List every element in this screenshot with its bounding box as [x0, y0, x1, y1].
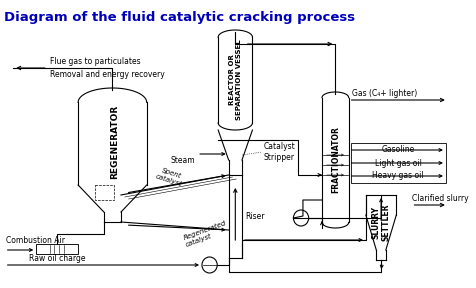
Text: Catalyst
Stripper: Catalyst Stripper — [264, 142, 296, 162]
Text: Regenerated
catalyst: Regenerated catalyst — [182, 220, 229, 248]
Text: Steam: Steam — [171, 156, 195, 165]
Text: SLURRY
SETTLER: SLURRY SETTLER — [371, 204, 391, 241]
Text: Gasoline: Gasoline — [382, 145, 415, 154]
Text: Riser: Riser — [245, 212, 264, 221]
Text: Spent
catalyst: Spent catalyst — [155, 166, 185, 187]
FancyBboxPatch shape — [36, 244, 78, 254]
Text: Flue gas to particulates: Flue gas to particulates — [50, 57, 140, 66]
Text: Light gas oil: Light gas oil — [375, 158, 422, 168]
Text: FRACTIONATOR: FRACTIONATOR — [331, 126, 340, 194]
Text: Raw oil charge: Raw oil charge — [29, 254, 85, 263]
Text: REGENERATOR: REGENERATOR — [110, 104, 119, 179]
Text: REACTOR OR
SEPARATION VESSEL: REACTOR OR SEPARATION VESSEL — [229, 40, 242, 120]
FancyBboxPatch shape — [351, 143, 446, 183]
Text: Removal and energy recovery: Removal and energy recovery — [50, 70, 164, 79]
Text: Clarified slurry: Clarified slurry — [412, 194, 468, 203]
Text: Combustion Air: Combustion Air — [6, 236, 65, 245]
Text: Gas (C₄+ lighter): Gas (C₄+ lighter) — [353, 89, 418, 98]
Text: Diagram of the fluid catalytic cracking process: Diagram of the fluid catalytic cracking … — [4, 11, 355, 24]
Text: Heavy gas oil: Heavy gas oil — [372, 171, 424, 181]
